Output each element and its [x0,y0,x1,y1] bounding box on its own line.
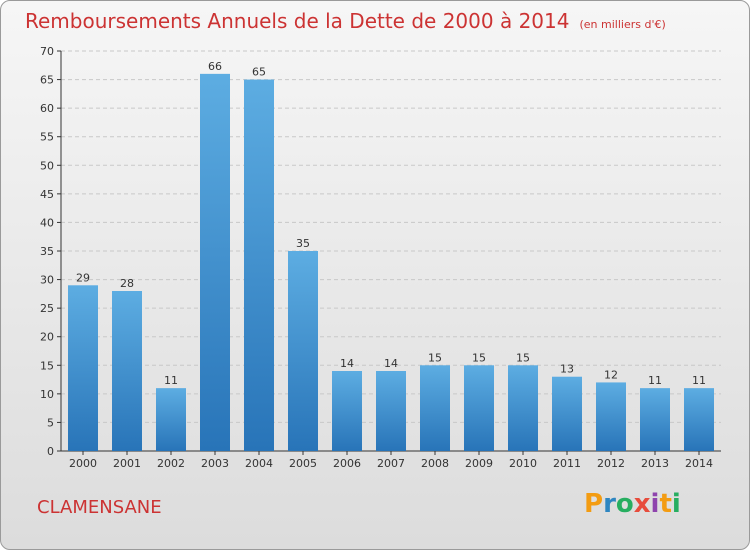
x-tick-label: 2012 [597,457,625,470]
x-tick-label: 2000 [69,457,97,470]
x-tick-label: 2010 [509,457,537,470]
bar [288,251,318,451]
bar [596,382,626,451]
x-tick-label: 2014 [685,457,713,470]
bar [244,79,274,452]
x-tick-label: 2003 [201,457,229,470]
bar-value-label: 28 [120,277,134,290]
y-tick-label: 5 [47,416,54,429]
y-tick-label: 30 [40,274,54,287]
bar [332,371,362,451]
bar [684,388,714,451]
y-tick-label: 65 [40,74,54,87]
y-tick-label: 60 [40,102,54,115]
bar [200,73,230,451]
bar [420,365,450,451]
bar-value-label: 11 [164,374,178,387]
y-tick-label: 25 [40,302,54,315]
labels: 0 5 10 15 20 25 30 35 40 45 50 55 60 65 70 29 2000 28 2001… [40,45,713,470]
y-tick-label: 15 [40,359,54,372]
proxiti-logo: Proxiti [584,489,681,519]
bar [640,388,670,451]
x-tick-label: 2006 [333,457,361,470]
bar-value-label: 15 [428,351,442,364]
logo-letter: o [615,489,634,519]
logo-letter: t [659,489,672,519]
logo-letter: P [584,489,604,519]
x-tick-label: 2007 [377,457,405,470]
bar-value-label: 35 [296,237,310,250]
x-tick-label: 2004 [245,457,273,470]
bar [376,371,406,451]
x-tick-label: 2013 [641,457,669,470]
chart-title-text: Remboursements Annuels de la Dette de 20… [25,9,570,33]
x-tick-label: 2005 [289,457,317,470]
bar-value-label: 11 [692,374,706,387]
bar-value-label: 12 [604,368,618,381]
chart-unit: (en milliers d'€) [579,18,666,31]
bar-value-label: 14 [384,357,398,370]
bar-value-label: 66 [208,60,222,73]
bar [464,365,494,451]
chart-title: Remboursements Annuels de la Dette de 20… [25,9,666,33]
x-tick-label: 2001 [113,457,141,470]
y-tick-label: 45 [40,188,54,201]
bar [508,365,538,451]
y-tick-label: 0 [47,445,54,458]
y-tick-label: 35 [40,245,54,258]
x-tick-label: 2009 [465,457,493,470]
y-tick-label: 50 [40,159,54,172]
bar-value-label: 13 [560,363,574,376]
bar-value-label: 14 [340,357,354,370]
bar [68,285,98,451]
y-tick-label: 55 [40,131,54,144]
y-tick-label: 40 [40,216,54,229]
commune-name: CLAMENSANE [37,497,162,518]
y-tick-label: 10 [40,388,54,401]
logo-letter: i [650,489,660,519]
bar-value-label: 15 [472,351,486,364]
bar [112,291,142,451]
y-tick-label: 70 [40,45,54,58]
logo-letter: r [603,489,616,519]
bar-value-label: 15 [516,351,530,364]
bar [552,376,582,451]
bar [156,388,186,451]
x-tick-label: 2008 [421,457,449,470]
bar-value-label: 11 [648,374,662,387]
logo-letter: x [633,489,651,519]
x-tick-label: 2011 [553,457,581,470]
x-tick-label: 2002 [157,457,185,470]
bar-value-label: 29 [76,271,90,284]
logo-letter: i [671,489,681,519]
bar-value-label: 65 [252,66,266,79]
bars [68,73,714,452]
y-tick-label: 20 [40,331,54,344]
